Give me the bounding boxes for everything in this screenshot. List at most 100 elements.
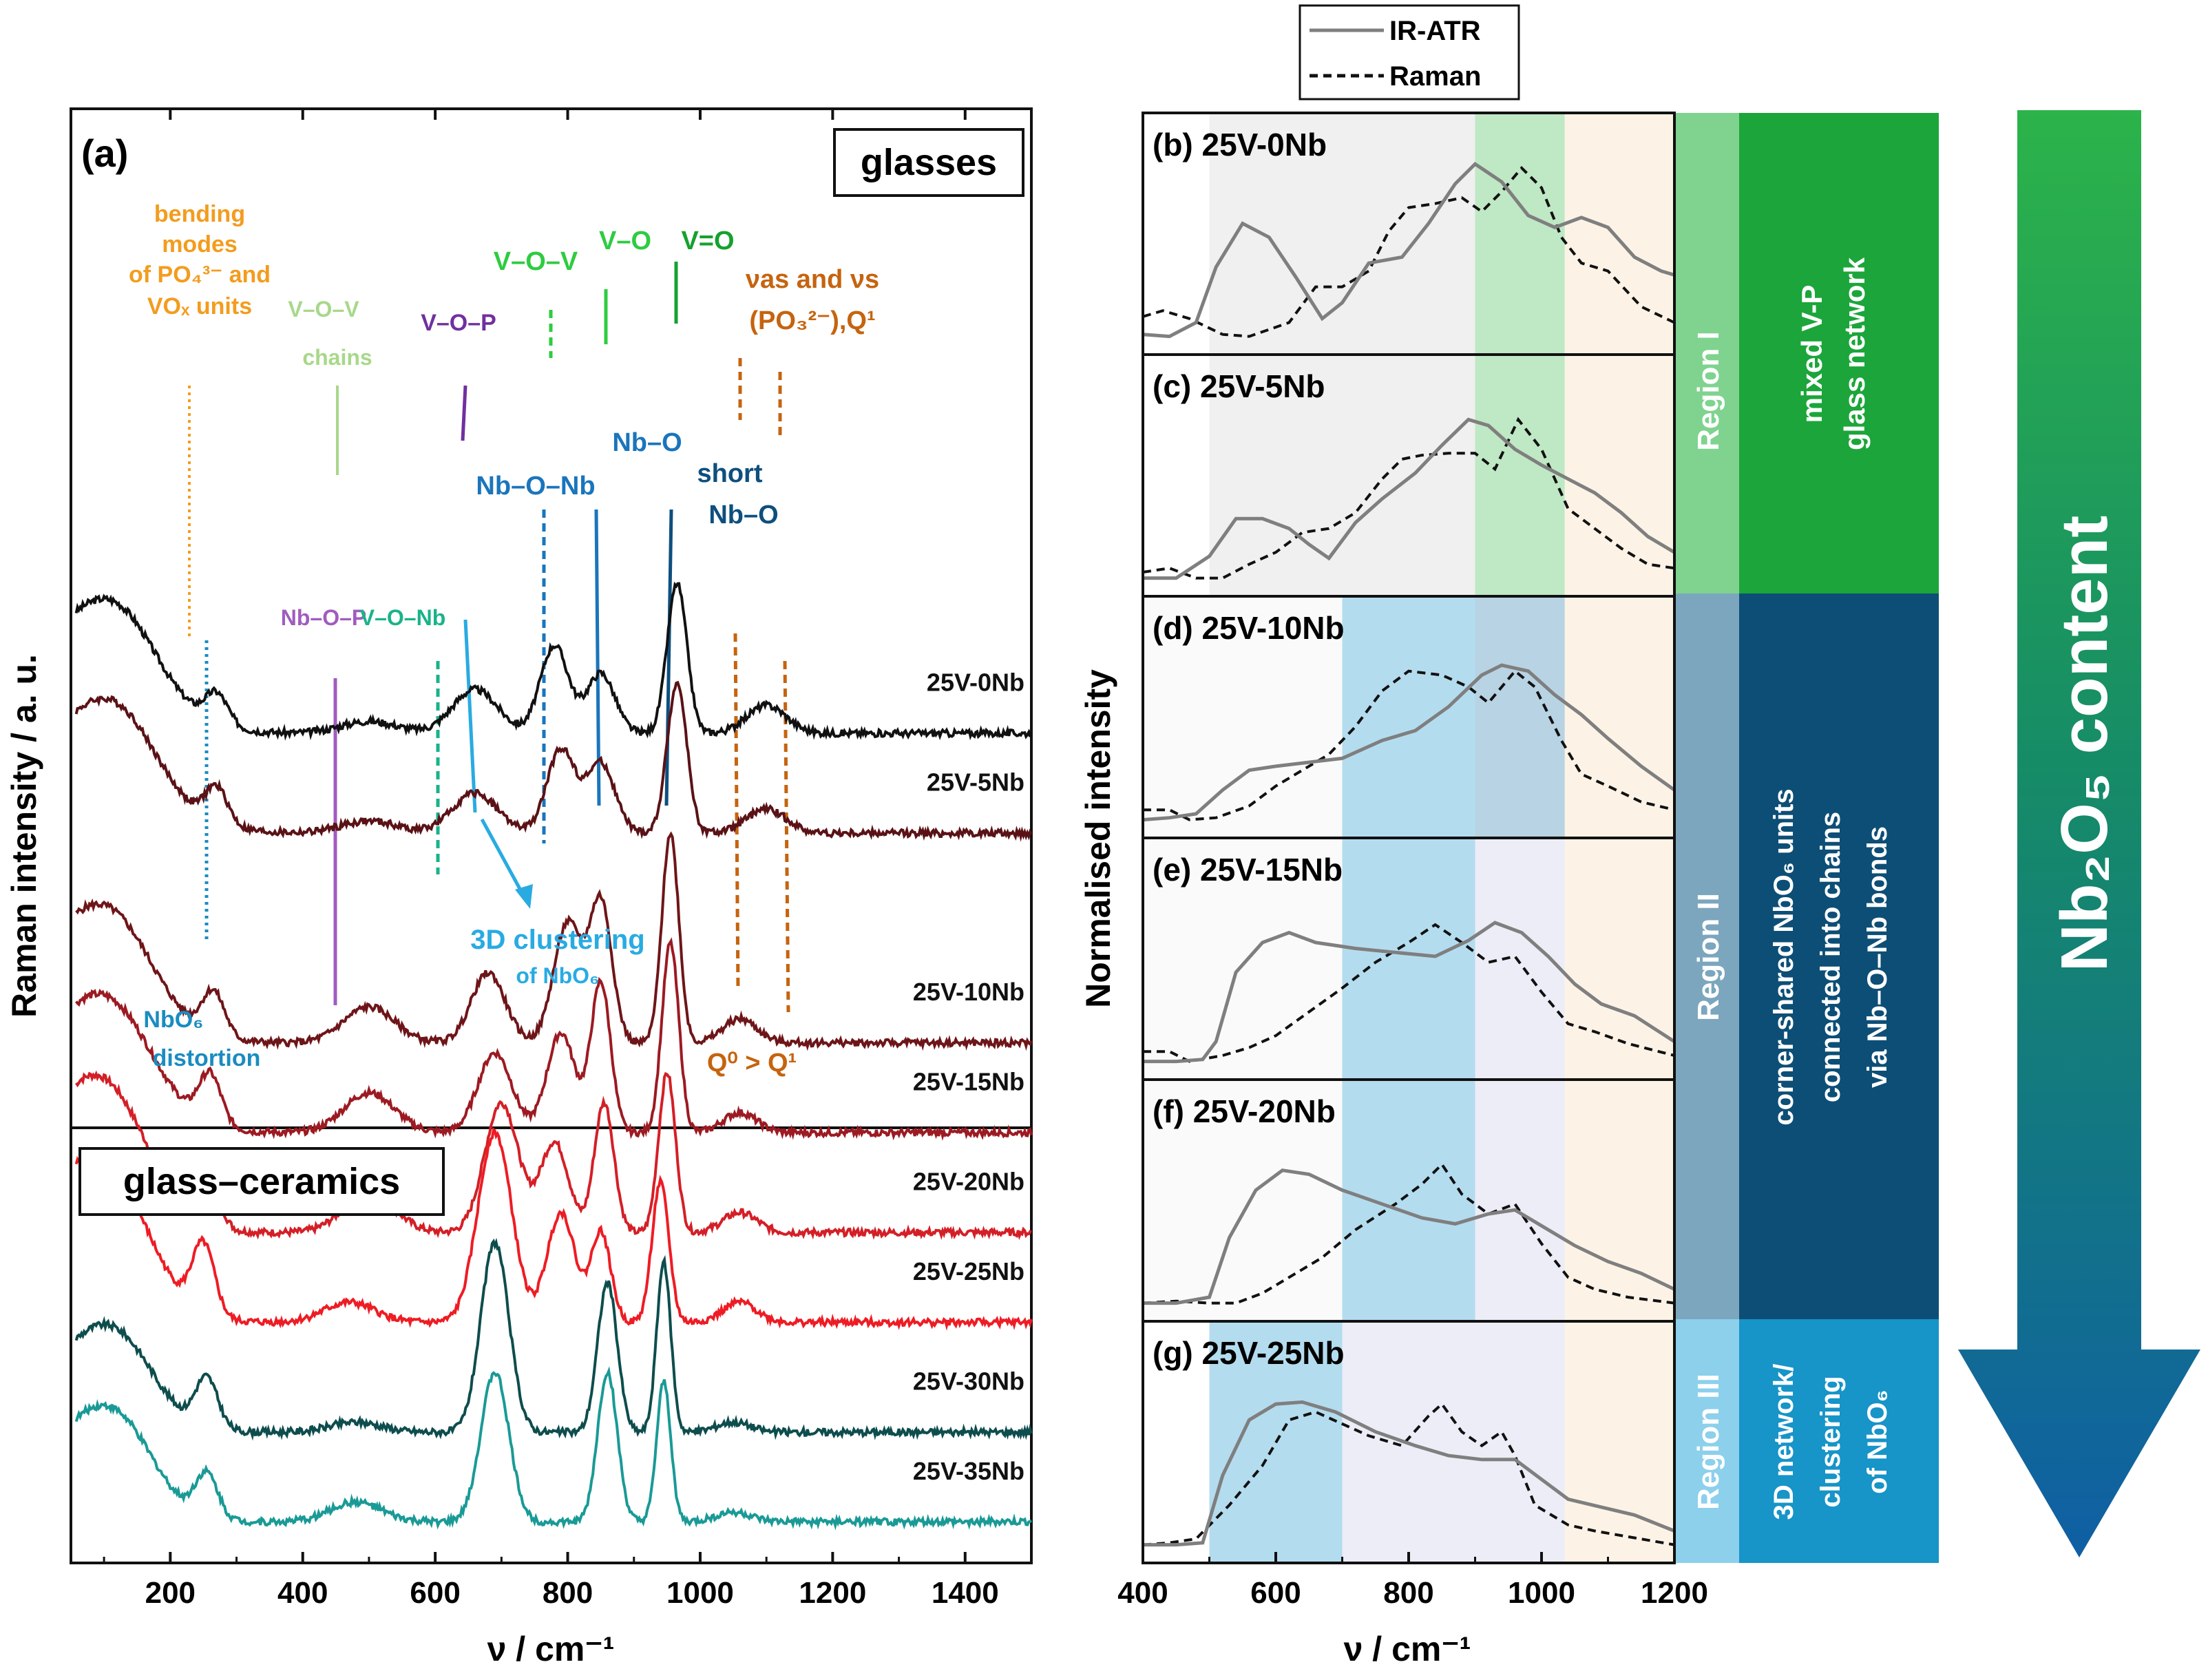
region-3-desc-1: 3D network/ — [1769, 1364, 1799, 1520]
panel-a-y-label: Raman intensity / a. u. — [5, 654, 43, 1018]
ir-atr-line — [1142, 161, 1675, 339]
series-line-25V-30Nb — [74, 1237, 1033, 1441]
legend-raman-label: Raman — [1389, 61, 1481, 92]
anno-nuas: νas and νs — [746, 265, 879, 294]
ir-atr-line — [1143, 1400, 1675, 1547]
series-label-25V-30Nb: 25V-30Nb — [913, 1367, 1024, 1395]
anno-vox: VOₓ units — [147, 293, 252, 319]
raman-line — [1142, 417, 1675, 580]
panel-a-annotations: bending modes of PO₄³⁻ and VOₓ units V–O… — [129, 201, 879, 1078]
series-line-25V-15Nb — [75, 937, 1033, 1141]
series-line-25V-20Nb — [75, 1070, 1032, 1241]
region-2-desc-2: connected into chains — [1816, 812, 1846, 1102]
series-label-25V-35Nb: 25V-35Nb — [913, 1457, 1024, 1485]
raman-line — [1142, 1402, 1675, 1546]
x-tick-label: 800 — [543, 1576, 593, 1610]
series-label-25V-0Nb: 25V-0Nb — [927, 668, 1024, 696]
panel-a-x-label: ν / cm⁻¹ — [487, 1630, 615, 1668]
raman-line — [1142, 1162, 1675, 1305]
anno-vo: V–O — [599, 227, 651, 255]
anno-po3: (PO₃²⁻),Q¹ — [749, 306, 875, 335]
panel-b-x-ticks: 400 600 800 1000 1200 — [1117, 1552, 1708, 1610]
anno-of-nbo6: of NbO₆ — [516, 963, 599, 988]
panel-a-series-labels: 25V-0Nb 25V-5Nb 25V-10Nb 25V-15Nb 25V-20Nb 25… — [913, 668, 1024, 1485]
series-line-25V-25Nb — [74, 1127, 1033, 1331]
anno-nbonb: Nb–O–Nb — [476, 472, 595, 501]
x-tick-label: 400 — [277, 1576, 328, 1610]
anno-vov-chains-1: V–O–V — [288, 297, 359, 322]
panel-a-series — [74, 581, 1033, 1531]
glass-ceramics-label: glass–ceramics — [123, 1161, 400, 1202]
x-tick-label: 1200 — [1641, 1576, 1708, 1610]
region-2-desc-1: corner-shared NbO₆ units — [1769, 788, 1799, 1125]
x-tick-label: 800 — [1383, 1576, 1433, 1610]
nb2o5-arrow: Nb₂O₅ content — [1958, 110, 2200, 1557]
series-label-25V-25Nb: 25V-25Nb — [913, 1257, 1024, 1285]
shaded-band — [1143, 596, 1343, 838]
x-tick-label: 1200 — [799, 1576, 866, 1610]
glasses-box — [833, 128, 1024, 197]
region-3-strip — [1676, 1319, 1739, 1563]
anno-distortion: distortion — [153, 1045, 261, 1071]
shaded-band — [1564, 838, 1674, 1080]
anno-3d-clustering: 3D clustering — [470, 925, 644, 955]
series-line-25V-5Nb — [74, 680, 1033, 842]
panel-a-annotation-lines — [188, 262, 790, 1013]
region-1-strip — [1676, 113, 1739, 594]
anno-v-double-o: V=O — [681, 227, 734, 255]
panel-b-x-label: ν / cm⁻¹ — [1344, 1630, 1471, 1668]
clustering-arrow-head — [515, 884, 533, 909]
arrow-shape — [1958, 110, 2200, 1557]
x-tick-label: 1000 — [1508, 1576, 1575, 1610]
panel-f: (f) 25V-20Nb — [1142, 1078, 1676, 1323]
anno-nbo: Nb–O — [612, 428, 682, 457]
region-2-label: Region II — [1692, 893, 1725, 1021]
region-1-label: Region I — [1692, 331, 1725, 451]
anno-modes: modes — [162, 231, 238, 258]
x-tick-label: 200 — [145, 1576, 196, 1610]
panel-a-label: (a) — [81, 132, 128, 175]
series-label-25V-15Nb: 25V-15Nb — [913, 1067, 1024, 1095]
shaded-band — [1564, 1080, 1674, 1321]
annotation-guide — [594, 509, 601, 806]
shaded-band — [1342, 596, 1475, 838]
x-tick-label: 600 — [410, 1576, 460, 1610]
legend-box — [1298, 4, 1520, 101]
legend: IR-ATR Raman — [1298, 4, 1520, 101]
shaded-band — [1143, 838, 1343, 1080]
shaded-band — [1564, 113, 1674, 355]
annotation-guide — [733, 633, 740, 992]
anno-short: short — [697, 459, 763, 488]
shaded-band — [1342, 838, 1475, 1080]
series-label-25V-10Nb: 25V-10Nb — [913, 978, 1024, 1006]
region-1-desc-1: mixed V-P — [1796, 285, 1828, 423]
shaded-band — [1209, 355, 1475, 596]
raman-line — [1142, 165, 1675, 338]
shaded-band — [1342, 1080, 1475, 1321]
panel-label: (b) 25V-0Nb — [1153, 127, 1327, 162]
legend-ir-label: IR-ATR — [1389, 16, 1481, 46]
glasses-label: glasses — [861, 142, 997, 183]
panel-b-y-label: Normalised intensity — [1079, 669, 1117, 1008]
shaded-band — [1475, 113, 1565, 355]
glass-ceramics-box — [78, 1147, 445, 1216]
anno-vop: V–O–P — [421, 310, 496, 336]
panel-g: (g) 25V-25Nb — [1142, 1320, 1676, 1564]
raman-line — [1143, 923, 1675, 1063]
panel-label: (f) 25V-20Nb — [1153, 1093, 1336, 1129]
anno-po4: of PO₄³⁻ and — [129, 262, 271, 288]
annotation-guide — [461, 385, 467, 441]
region-3-label: Region III — [1692, 1374, 1725, 1510]
shaded-band — [1209, 113, 1475, 355]
panel-label: (e) 25V-15Nb — [1153, 852, 1343, 888]
anno-vov-chains-2: chains — [302, 345, 372, 370]
shaded-band — [1143, 1080, 1343, 1321]
anno-nbop: Nb–O–P — [281, 605, 366, 630]
region-3-desc-3: of NbO₆ — [1862, 1389, 1893, 1493]
annotation-guide — [664, 509, 673, 806]
series-label-25V-5Nb: 25V-5Nb — [927, 768, 1024, 796]
region-1-desc-2: glass network — [1838, 257, 1871, 450]
x-tick-label: 1000 — [666, 1576, 734, 1610]
panel-e: (e) 25V-15Nb — [1142, 837, 1676, 1081]
ir-atr-line — [1143, 921, 1676, 1064]
